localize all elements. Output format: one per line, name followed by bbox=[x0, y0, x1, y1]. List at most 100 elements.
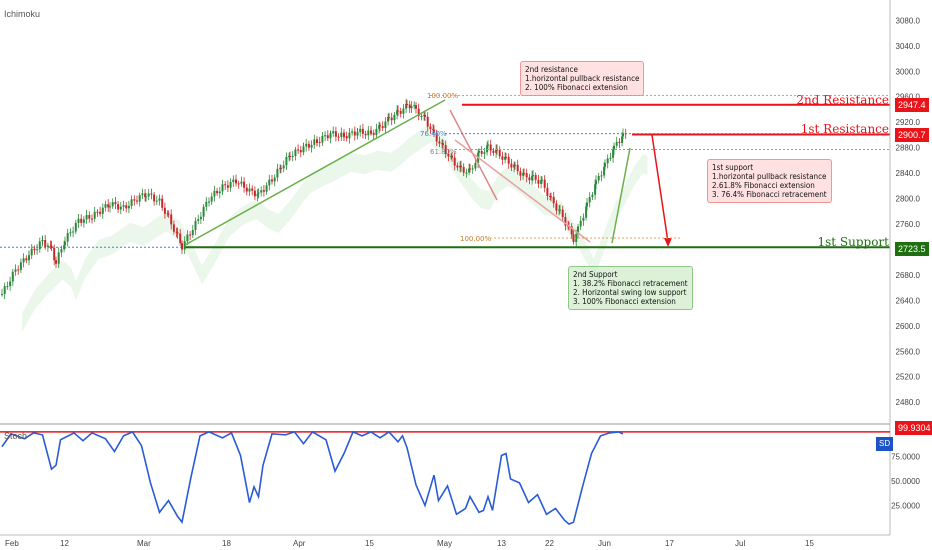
candle-body bbox=[582, 217, 585, 221]
candle-body bbox=[122, 205, 125, 207]
candle-body bbox=[348, 132, 351, 139]
candle-body bbox=[424, 115, 426, 117]
candle-body bbox=[69, 232, 72, 234]
annotation-1st-resistance: 1st support 1.horizontal pullback resist… bbox=[707, 159, 832, 203]
candle-body bbox=[402, 108, 405, 114]
candle-body bbox=[117, 204, 120, 210]
candle-body bbox=[603, 166, 606, 176]
candle-body bbox=[50, 245, 53, 249]
fib-label-bottom-100: 100.00% bbox=[460, 235, 491, 243]
candle-body bbox=[77, 218, 80, 223]
candle-body bbox=[413, 105, 416, 107]
candle-body bbox=[406, 103, 408, 105]
stoch-line bbox=[1, 430, 624, 526]
candle-body bbox=[523, 173, 525, 175]
candle-body bbox=[307, 143, 310, 148]
x-tick-label: 18 bbox=[222, 539, 231, 548]
candle-body bbox=[505, 156, 507, 158]
candle-body bbox=[465, 172, 468, 174]
candle-body bbox=[390, 117, 393, 121]
candle-body bbox=[356, 132, 359, 134]
price-tag-1st-resistance: 2900.7 bbox=[895, 128, 929, 142]
candle-body bbox=[60, 249, 63, 253]
ichimoku-cloud bbox=[22, 123, 648, 333]
candle-body bbox=[415, 105, 417, 109]
candle-body bbox=[600, 175, 603, 177]
x-tick-label: Jul bbox=[735, 539, 745, 548]
candle-body bbox=[99, 211, 102, 214]
candle-body bbox=[525, 173, 528, 178]
candle-body bbox=[53, 248, 56, 261]
candle-body bbox=[379, 125, 381, 127]
candle-body bbox=[210, 196, 213, 202]
candle-body bbox=[351, 131, 354, 133]
candle-body bbox=[332, 131, 335, 134]
candle-body bbox=[262, 190, 265, 192]
candle-body bbox=[22, 258, 25, 263]
candle-body bbox=[451, 155, 453, 158]
y-tick-label: 2840.0 bbox=[896, 169, 921, 178]
candle-body bbox=[133, 199, 136, 201]
candle-body bbox=[489, 144, 492, 151]
candle-body bbox=[289, 155, 291, 157]
y-tick-label: 3000.0 bbox=[896, 67, 921, 76]
x-tick-label: Feb bbox=[5, 539, 19, 548]
candle-body bbox=[399, 111, 402, 114]
candle-body bbox=[130, 199, 133, 206]
candle-body bbox=[597, 175, 600, 181]
candle-body bbox=[299, 149, 302, 153]
annotation-2nd-resistance: 2nd resistance 1.horizontal pullback res… bbox=[520, 61, 645, 96]
candle-body bbox=[280, 167, 282, 169]
fib-label-764: 76.40% bbox=[420, 130, 447, 138]
candle-body bbox=[189, 234, 192, 236]
candle-body bbox=[447, 153, 450, 157]
candle-body bbox=[282, 165, 285, 169]
candle-body bbox=[240, 181, 243, 184]
sd-badge[interactable]: SD bbox=[876, 437, 894, 451]
candle-body bbox=[310, 144, 313, 148]
price-chart bbox=[0, 99, 890, 333]
candle-body bbox=[359, 128, 362, 133]
candle-body bbox=[393, 114, 396, 121]
candle-body bbox=[577, 226, 579, 235]
candle-body bbox=[492, 150, 495, 153]
candle-body bbox=[432, 129, 435, 131]
candle-body bbox=[410, 106, 413, 109]
candle-body bbox=[559, 209, 561, 211]
y-tick-label: 2960.0 bbox=[896, 93, 921, 102]
candle-body bbox=[532, 175, 534, 177]
candle-body bbox=[251, 188, 254, 191]
candle-body bbox=[191, 229, 194, 236]
candle-body bbox=[136, 200, 138, 202]
candle-body bbox=[340, 132, 343, 137]
candle-body bbox=[585, 206, 588, 218]
candle-body bbox=[276, 168, 279, 178]
candle-body bbox=[326, 135, 329, 139]
candle-body bbox=[456, 165, 459, 168]
candle-body bbox=[172, 224, 175, 232]
x-tick-label: May bbox=[437, 539, 452, 548]
candle-body bbox=[226, 185, 229, 188]
candle-body bbox=[510, 163, 513, 168]
candle-body bbox=[334, 131, 337, 137]
candle-body bbox=[232, 179, 235, 183]
candle-body bbox=[176, 232, 179, 234]
candle-body bbox=[179, 233, 182, 244]
candle-body bbox=[405, 103, 408, 109]
candle-body bbox=[245, 187, 248, 192]
candle-body bbox=[513, 164, 516, 168]
candle-body bbox=[387, 117, 390, 122]
candle-body bbox=[364, 133, 367, 136]
candle-body bbox=[498, 149, 501, 157]
candle-body bbox=[229, 182, 232, 188]
y-tick-label: 2560.0 bbox=[896, 347, 921, 356]
x-tick-label: 15 bbox=[805, 539, 814, 548]
candle-body bbox=[36, 249, 39, 251]
y-tick-label: 2640.0 bbox=[896, 296, 921, 305]
trend-arrow bbox=[449, 109, 498, 201]
candle-body bbox=[302, 146, 305, 148]
candle-body bbox=[433, 130, 435, 133]
candle-body bbox=[588, 196, 591, 203]
candle-body bbox=[595, 180, 597, 185]
